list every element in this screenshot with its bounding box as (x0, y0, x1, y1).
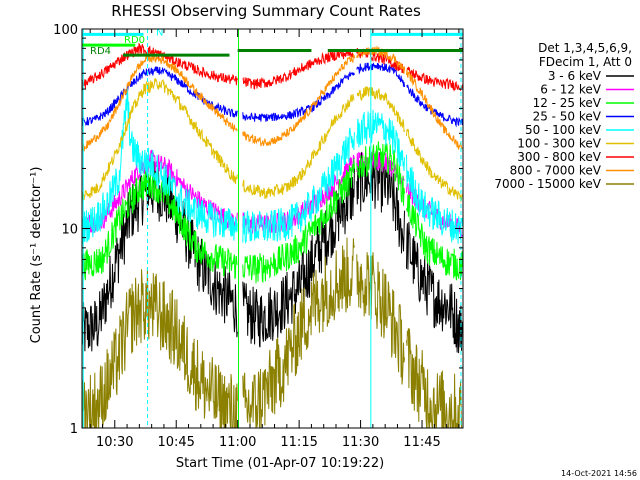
legend-label: 7000 - 15000 keV (494, 177, 601, 191)
legend-header-line-1: Det 1,3,4,5,6,9, (538, 41, 632, 55)
legend-label: 6 - 12 keV (540, 83, 602, 97)
y-tick-label: 1 (70, 422, 78, 437)
series-800-7000-kev (82, 45, 463, 152)
y-axis-label: Count Rate (s⁻¹ detector⁻¹) (29, 167, 44, 344)
series-50-100-kev (82, 87, 463, 245)
legend-label: 800 - 7000 keV (510, 164, 602, 178)
legend-header-line-2: FDecim 1, Att 0 (539, 55, 632, 69)
axes: 10:30 10:45 11:00 11:15 11:30 11:45 1 10 100 (53, 23, 463, 450)
x-tick-label: 10:45 (157, 435, 194, 450)
legend-label: 300 - 800 keV (517, 150, 601, 164)
legend: Det 1,3,4,5,6,9, FDecim 1, Att 0 3 - 6 k… (494, 41, 634, 191)
legend-label: 100 - 300 keV (517, 137, 601, 151)
y-tick-label: 100 (53, 23, 78, 38)
series-3-6-kev (82, 150, 463, 354)
x-tick-label: 11:45 (403, 435, 440, 450)
legend-label: 3 - 6 keV (548, 69, 602, 83)
series-12-25-kev (82, 141, 463, 284)
legend-label: 50 - 100 keV (525, 123, 602, 137)
series-25-50-kev (82, 62, 463, 128)
x-tick-label: 11:00 (219, 435, 256, 450)
legend-label: 25 - 50 keV (533, 110, 602, 124)
y-tick-label: 10 (61, 223, 78, 238)
rd0-label: RD0 (124, 35, 145, 46)
series-layer (82, 42, 463, 428)
rd4-label: RD4 (90, 46, 111, 57)
x-tick-label: 11:15 (280, 435, 317, 450)
x-tick-label: 11:30 (342, 435, 379, 450)
x-axis-label: Start Time (01-Apr-07 10:19:22) (176, 456, 384, 471)
chart-title: RHESSI Observing Summary Count Rates (111, 2, 421, 20)
night-label: N (156, 27, 163, 38)
legend-label: 12 - 25 keV (533, 96, 602, 110)
series-7000-15000-kev (82, 237, 463, 428)
series-100-300-kev (82, 77, 463, 203)
footer-timestamp: 14-Oct-2021 14:56 (561, 469, 637, 478)
x-tick-label: 10:30 (96, 435, 133, 450)
